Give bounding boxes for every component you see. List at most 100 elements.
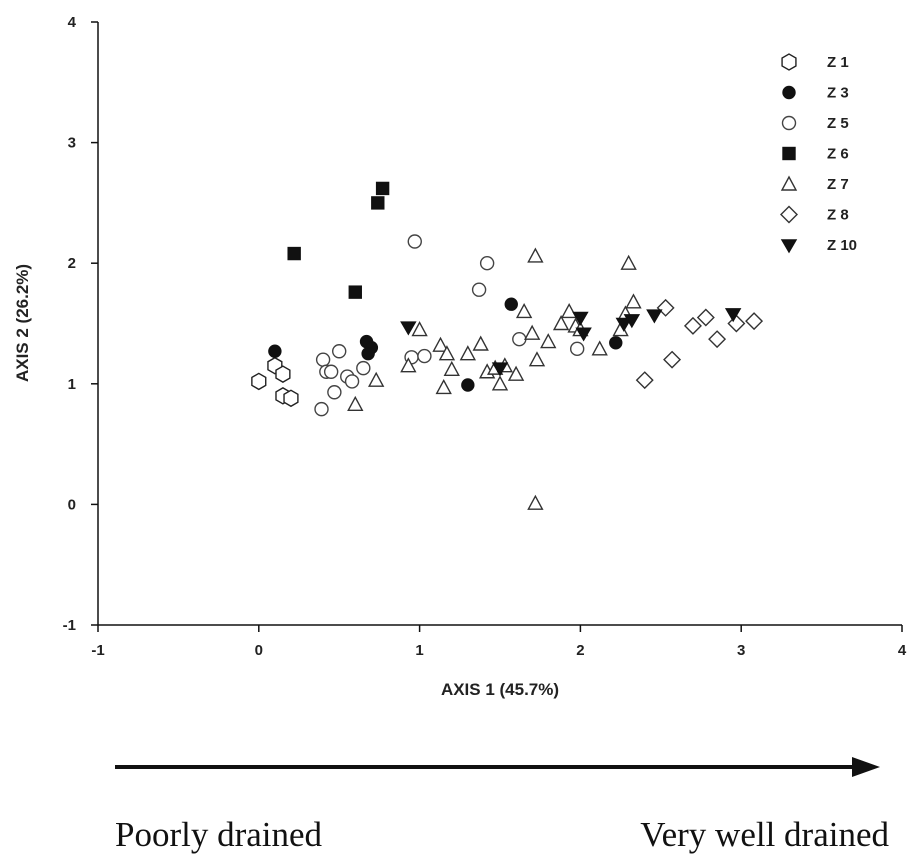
data-point	[552, 315, 570, 331]
legend-label: Z 8	[827, 207, 849, 224]
data-point	[504, 297, 518, 311]
data-point	[528, 351, 546, 367]
y-tick-label: 2	[68, 255, 76, 272]
data-point	[347, 395, 364, 412]
data-point	[275, 365, 291, 383]
legend-item: Z 10	[780, 237, 857, 254]
data-point	[663, 350, 682, 369]
legend-marker	[780, 239, 798, 254]
legend-item: Z 7	[780, 175, 849, 193]
data-point	[443, 360, 460, 377]
x-tick-label: 4	[898, 642, 907, 659]
series-z5	[314, 234, 585, 417]
legend-item: Z 1	[781, 53, 849, 71]
y-tick-label: 0	[68, 496, 76, 513]
drainage-arrow	[115, 757, 880, 777]
legend-item: Z 8	[780, 205, 849, 224]
series-z1	[251, 356, 299, 408]
data-point	[560, 302, 578, 319]
legend-label: Z 1	[827, 54, 849, 71]
data-point	[371, 196, 385, 210]
legend-item: Z 6	[782, 146, 849, 163]
y-axis-title: AXIS 2 (26.2%)	[13, 264, 32, 382]
data-point	[625, 293, 642, 309]
data-point	[609, 336, 623, 350]
data-point	[696, 308, 715, 327]
data-point	[268, 344, 282, 358]
data-point	[411, 321, 428, 337]
data-point	[507, 365, 525, 381]
legend-label: Z 5	[827, 115, 849, 132]
x-tick-label: 2	[576, 642, 584, 659]
data-point	[527, 247, 544, 263]
data-point	[623, 314, 641, 329]
x-tick-label: 3	[737, 642, 745, 659]
data-point	[575, 327, 592, 342]
legend-item: Z 3	[782, 85, 849, 102]
data-point	[479, 256, 495, 271]
series-z10	[400, 308, 742, 377]
very-well-drained-label: Very well drained	[640, 815, 889, 854]
y-tick-label: 4	[68, 14, 77, 31]
data-point	[615, 317, 633, 332]
y-tick-label: -1	[63, 617, 76, 634]
data-point	[344, 374, 360, 389]
poorly-drained-label: Poorly drained	[115, 815, 323, 854]
x-axis-title: AXIS 1 (45.7%)	[441, 680, 559, 699]
data-point	[527, 494, 544, 510]
data-point	[332, 344, 347, 359]
x-tick-label: 0	[255, 642, 263, 659]
legend: Z 1 Z 3 Z 5 Z 6 Z 7 Z 8 Z 10	[780, 53, 857, 254]
data-point	[407, 234, 422, 249]
series-z3	[268, 297, 623, 392]
data-point	[572, 311, 589, 326]
x-tick-label: 1	[415, 642, 423, 659]
legend-label: Z 6	[827, 146, 849, 163]
data-point	[523, 324, 541, 340]
legend-label: Z 10	[827, 237, 857, 254]
data-point	[683, 316, 702, 335]
series-z6	[287, 181, 390, 299]
data-point	[620, 254, 637, 270]
legend-marker	[782, 85, 796, 100]
legend-marker	[781, 53, 797, 71]
data-point	[251, 372, 267, 391]
data-point	[745, 312, 764, 331]
data-point	[356, 360, 371, 376]
data-point	[348, 285, 362, 299]
series-z8	[635, 298, 764, 390]
data-point	[400, 357, 417, 373]
data-points	[251, 181, 764, 510]
data-point	[435, 378, 452, 395]
data-point	[491, 375, 509, 391]
data-point	[323, 364, 339, 379]
data-point	[461, 378, 475, 392]
scatter-chart: -1 0 1 2 3 4 -1 0 1 2 3 4 Z 1 Z 3 Z 5 Z 6 Z 7 Z 8 Z 10 AX…	[13, 14, 907, 699]
data-point	[540, 333, 557, 349]
data-point	[708, 330, 727, 349]
data-point	[472, 335, 489, 351]
data-point	[315, 352, 331, 367]
y-tick-label: 1	[68, 376, 76, 393]
data-point	[368, 371, 385, 387]
legend-marker	[780, 205, 798, 224]
data-point	[327, 385, 342, 400]
data-point	[569, 341, 585, 357]
legend-marker	[782, 146, 796, 161]
data-point	[515, 302, 533, 319]
series-z7	[347, 247, 642, 510]
data-point	[417, 348, 432, 364]
legend-label: Z 3	[827, 85, 849, 102]
data-point	[432, 336, 449, 352]
data-point	[591, 340, 608, 356]
data-point	[646, 309, 663, 324]
legend-label: Z 7	[827, 176, 849, 193]
data-point	[400, 321, 417, 336]
data-point	[287, 246, 301, 261]
data-point	[314, 401, 329, 417]
data-point	[471, 282, 487, 297]
data-point	[459, 345, 477, 361]
data-point	[724, 308, 742, 323]
legend-item: Z 5	[781, 115, 849, 132]
data-point	[361, 346, 375, 361]
